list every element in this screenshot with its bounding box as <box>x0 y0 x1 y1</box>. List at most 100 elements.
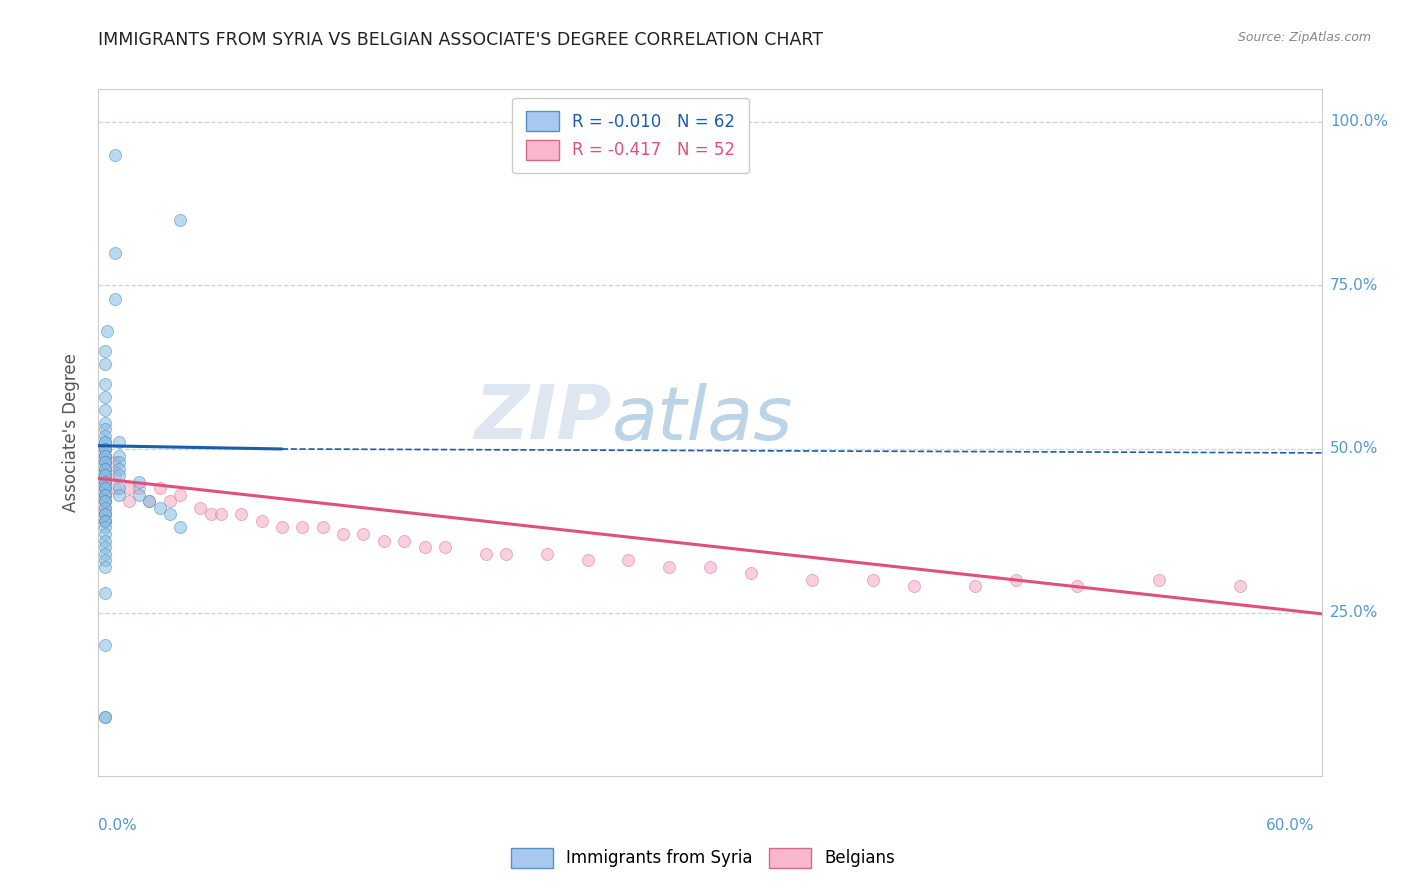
Text: 75.0%: 75.0% <box>1330 278 1378 293</box>
Point <box>536 547 558 561</box>
Text: 100.0%: 100.0% <box>1330 114 1388 129</box>
Point <box>93 475 115 489</box>
Point <box>108 488 131 502</box>
Text: 50.0%: 50.0% <box>1330 442 1378 457</box>
Point <box>93 488 115 502</box>
Point <box>270 520 294 534</box>
Point <box>93 455 115 469</box>
Point <box>169 213 191 227</box>
Point <box>93 468 115 483</box>
Point <box>108 449 131 463</box>
Point <box>104 292 127 306</box>
Point <box>93 508 115 522</box>
Point <box>392 533 416 548</box>
Point <box>93 402 115 417</box>
Point <box>93 514 115 528</box>
Point <box>138 494 160 508</box>
Point <box>128 488 150 502</box>
Point <box>118 494 141 508</box>
Text: atlas: atlas <box>612 383 793 455</box>
Point <box>617 553 640 567</box>
Point <box>93 376 115 391</box>
Point <box>93 442 115 456</box>
Point <box>93 514 115 528</box>
Point <box>965 579 987 593</box>
Point <box>312 520 335 534</box>
Point <box>108 468 131 483</box>
Point <box>93 540 115 554</box>
Point <box>93 468 115 483</box>
Point <box>250 514 273 528</box>
Point <box>169 520 191 534</box>
Point <box>231 508 253 522</box>
Text: ZIP: ZIP <box>475 383 612 456</box>
Point <box>1066 579 1088 593</box>
Point <box>1004 573 1026 587</box>
Point <box>93 481 115 495</box>
Point <box>1229 579 1251 593</box>
Point <box>93 520 115 534</box>
Point <box>801 573 824 587</box>
Point <box>93 461 115 475</box>
Point <box>1147 573 1170 587</box>
Point <box>169 488 191 502</box>
Point <box>699 559 721 574</box>
Point <box>138 494 160 508</box>
Point <box>108 461 131 475</box>
Point <box>332 527 354 541</box>
Point <box>93 416 115 430</box>
Point <box>93 435 115 450</box>
Point <box>104 481 127 495</box>
Point <box>159 508 181 522</box>
Point <box>93 357 115 371</box>
Point <box>128 475 150 489</box>
Point <box>93 475 115 489</box>
Point <box>93 422 115 436</box>
Point <box>373 533 395 548</box>
Point <box>93 461 115 475</box>
Point <box>188 500 212 515</box>
Point <box>291 520 314 534</box>
Point <box>474 547 498 561</box>
Point <box>576 553 599 567</box>
Point <box>93 527 115 541</box>
Point <box>93 435 115 450</box>
Legend: Immigrants from Syria, Belgians: Immigrants from Syria, Belgians <box>505 841 901 875</box>
Point <box>93 514 115 528</box>
Point <box>93 559 115 574</box>
Point <box>200 508 222 522</box>
Text: 0.0%: 0.0% <box>98 818 138 832</box>
Point <box>149 481 172 495</box>
Point <box>93 429 115 443</box>
Point <box>118 481 141 495</box>
Point <box>96 324 118 338</box>
Point <box>434 540 457 554</box>
Point <box>93 488 115 502</box>
Point <box>93 586 115 600</box>
Point <box>159 494 181 508</box>
Point <box>93 468 115 483</box>
Point <box>93 508 115 522</box>
Point <box>93 547 115 561</box>
Point <box>93 442 115 456</box>
Point <box>93 449 115 463</box>
Point <box>93 500 115 515</box>
Point <box>93 449 115 463</box>
Point <box>108 481 131 495</box>
Point <box>740 566 762 581</box>
Point <box>104 245 127 260</box>
Point <box>93 449 115 463</box>
Point <box>413 540 436 554</box>
Point <box>93 553 115 567</box>
Point <box>149 500 172 515</box>
Point <box>93 710 115 724</box>
Point <box>209 508 232 522</box>
Point <box>93 442 115 456</box>
Y-axis label: Associate's Degree: Associate's Degree <box>62 353 80 512</box>
Point <box>93 455 115 469</box>
Point <box>495 547 517 561</box>
Point <box>658 559 681 574</box>
Point <box>93 533 115 548</box>
Legend: R = -0.010   N = 62, R = -0.417   N = 52: R = -0.010 N = 62, R = -0.417 N = 52 <box>512 97 748 173</box>
Point <box>93 494 115 508</box>
